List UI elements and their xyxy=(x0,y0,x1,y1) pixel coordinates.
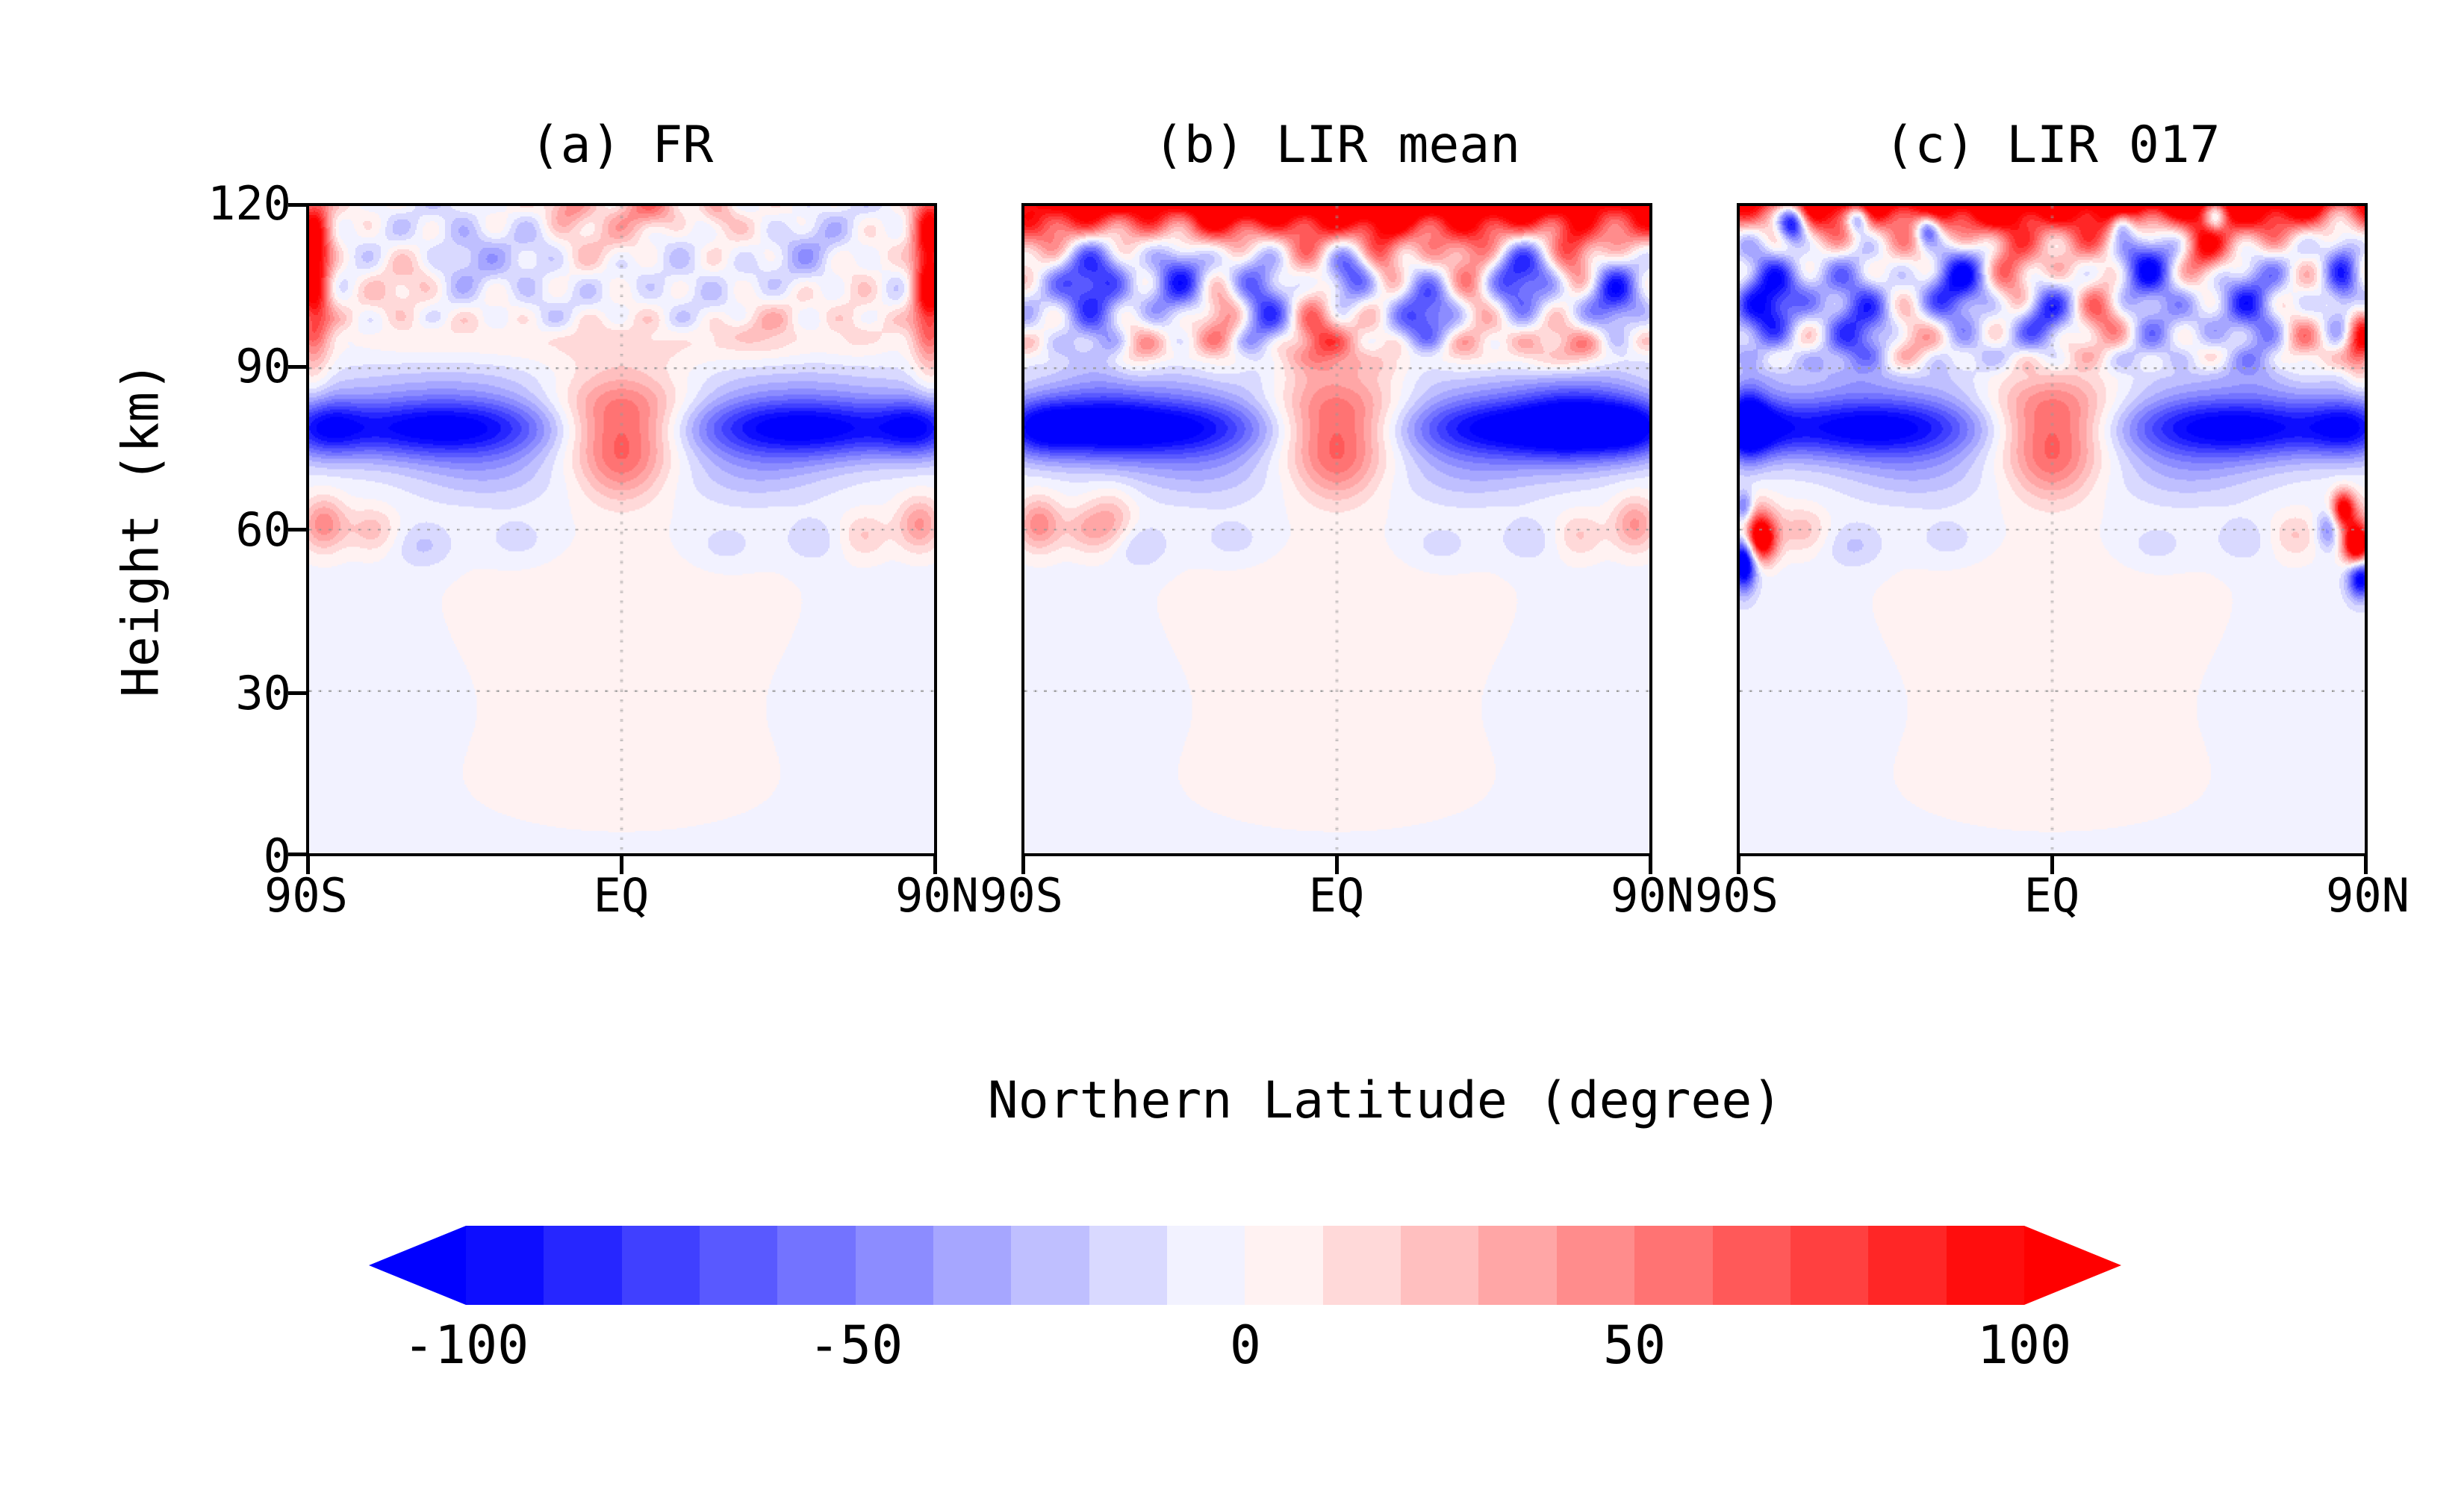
y-tick-mark xyxy=(288,365,306,369)
y-tick-mark xyxy=(288,203,306,207)
panel-b-title: (b) LIR mean xyxy=(1153,116,1521,175)
x-tick-mark xyxy=(2364,856,2368,874)
x-tick-mark xyxy=(306,856,310,874)
panel-c-x-ticks: 90S EQ 90N xyxy=(1695,866,2409,926)
y-axis-title: Height (km) xyxy=(111,361,171,698)
colorbar-segments xyxy=(466,1226,2024,1305)
y-tick-mark xyxy=(288,853,306,856)
colorbar-segment xyxy=(1790,1226,1869,1305)
panel-b xyxy=(1021,203,1652,856)
colorbar-segment xyxy=(855,1226,934,1305)
panel-b-field-canvas xyxy=(1024,206,1649,853)
colorbar-segment xyxy=(933,1226,1012,1305)
colorbar-segment xyxy=(544,1226,622,1305)
colorbar: -100 -50 0 50 100 xyxy=(369,1226,2121,1376)
x-tick-mark xyxy=(620,856,623,874)
x-tick-mark xyxy=(1021,856,1025,874)
x-tick-label-eq: EQ xyxy=(593,868,650,923)
y-tick-mark xyxy=(288,691,306,695)
panel-a-x-ticks: 90S EQ 90N xyxy=(264,866,979,926)
x-tick-mark xyxy=(2050,856,2054,874)
colorbar-segment xyxy=(1089,1226,1168,1305)
colorbar-segment xyxy=(1712,1226,1791,1305)
x-tick-label-eq: EQ xyxy=(2023,868,2080,923)
colorbar-segment xyxy=(466,1226,544,1305)
x-tick-label-90s: 90S xyxy=(1695,868,1779,923)
colorbar-segment xyxy=(1556,1226,1635,1305)
x-tick-label-90s: 90S xyxy=(980,868,1063,923)
x-axis-title: Northern Latitude (degree) xyxy=(987,1071,1783,1130)
panel-a-title: (a) FR xyxy=(529,116,714,175)
colorbar-segment xyxy=(1401,1226,1479,1305)
colorbar-tick-label: 50 xyxy=(1602,1315,1667,1376)
colorbar-segment xyxy=(1167,1226,1245,1305)
colorbar-tick-label: 100 xyxy=(1976,1315,2072,1376)
y-tick-mark xyxy=(288,528,306,532)
y-tick-label-120: 120 xyxy=(208,176,291,231)
colorbar-segment xyxy=(1322,1226,1401,1305)
x-tick-label-90n: 90N xyxy=(1611,868,1694,923)
colorbar-segment xyxy=(621,1226,700,1305)
colorbar-tick-label: 0 xyxy=(1229,1315,1262,1376)
x-tick-mark xyxy=(933,856,937,874)
colorbar-left-arrow xyxy=(369,1226,466,1305)
colorbar-segment xyxy=(1634,1226,1713,1305)
x-tick-label-90n: 90N xyxy=(2326,868,2409,923)
colorbar-tick-label: -50 xyxy=(808,1315,903,1376)
panel-c-field-canvas xyxy=(1740,206,2365,853)
colorbar-segment xyxy=(777,1226,856,1305)
x-tick-mark xyxy=(1649,856,1652,874)
y-tick-label-60: 60 xyxy=(235,502,291,557)
panel-a-field-canvas xyxy=(309,206,934,853)
colorbar-segment xyxy=(1946,1226,2024,1305)
colorbar-segment xyxy=(700,1226,778,1305)
y-tick-label-0: 0 xyxy=(263,829,291,883)
y-tick-label-90: 90 xyxy=(235,339,291,393)
colorbar-right-arrow xyxy=(2024,1226,2121,1305)
colorbar-segment xyxy=(1478,1226,1557,1305)
x-tick-mark xyxy=(1737,856,1740,874)
x-tick-label-90s: 90S xyxy=(264,868,348,923)
colorbar-segment xyxy=(1011,1226,1089,1305)
colorbar-segment xyxy=(1245,1226,1323,1305)
colorbar-segment xyxy=(1868,1226,1947,1305)
panel-b-x-ticks: 90S EQ 90N xyxy=(980,866,1694,926)
panel-a xyxy=(306,203,937,856)
x-tick-label-90n: 90N xyxy=(895,868,979,923)
panel-c xyxy=(1737,203,2368,856)
x-tick-label-eq: EQ xyxy=(1308,868,1365,923)
panel-c-title: (c) LIR 017 xyxy=(1884,116,2221,175)
colorbar-tick-label: -100 xyxy=(402,1315,529,1376)
y-tick-label-30: 30 xyxy=(235,666,291,720)
x-tick-mark xyxy=(1335,856,1339,874)
